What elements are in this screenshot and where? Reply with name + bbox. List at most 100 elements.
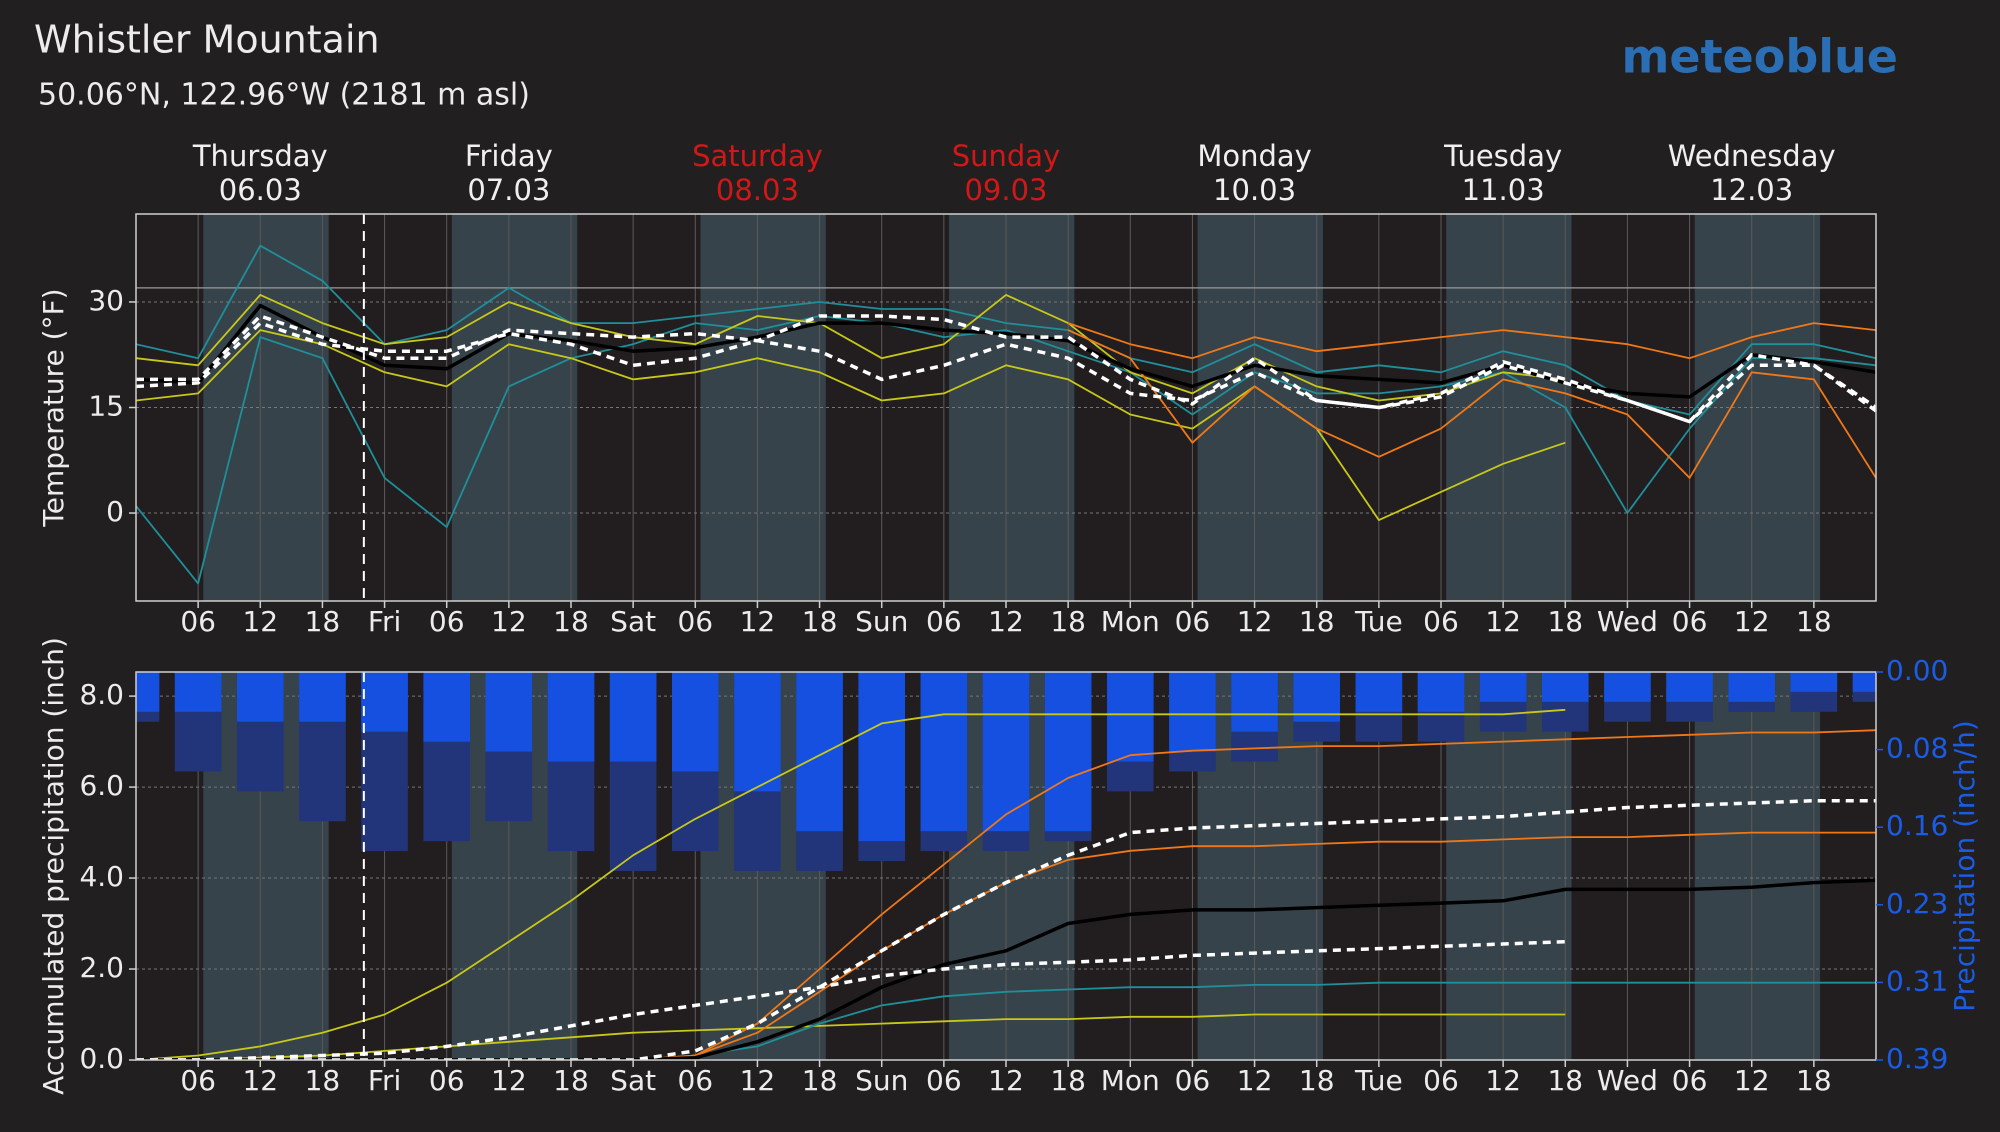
precip-bar <box>1790 672 1838 692</box>
day-name: Monday <box>1197 139 1312 173</box>
day-date: 12.03 <box>1710 173 1793 207</box>
x-tick-label: 12 <box>988 605 1024 638</box>
series-line <box>136 981 1876 1060</box>
precip-bar <box>174 672 222 712</box>
series-line <box>136 1013 1566 1060</box>
x-tick-label: 18 <box>305 1064 341 1097</box>
x-tick-label: Sun <box>855 1064 908 1097</box>
y2-tick-label: 0.23 <box>1886 887 1948 920</box>
x-tick-label: 06 <box>1175 1064 1211 1097</box>
precip-bar <box>1666 672 1713 702</box>
day-name: Friday <box>465 139 553 173</box>
precip-bar <box>1479 672 1527 702</box>
series-line <box>1067 322 1876 360</box>
title: Whistler Mountain <box>34 18 380 62</box>
x-tick-label: 06 <box>926 1064 962 1097</box>
x-tick-label: Sat <box>610 1064 656 1097</box>
x-tick-label: 12 <box>988 1064 1024 1097</box>
x-tick-label: 12 <box>740 605 776 638</box>
x-tick-label: 18 <box>1050 605 1086 638</box>
precip-bar <box>1728 672 1776 702</box>
precip-bar <box>1231 672 1278 732</box>
subtitle: 50.06°N, 122.96°W (2181 m asl) <box>38 78 530 113</box>
x-tick-label: 18 <box>1547 605 1583 638</box>
plot-area <box>136 214 1876 601</box>
x-tick-label: Tue <box>1354 1064 1403 1097</box>
y-tick-label: 30 <box>88 284 124 317</box>
y-axis-label: Accumulated precipitation (inch) <box>37 637 70 1095</box>
x-tick-label: 06 <box>429 605 465 638</box>
logo[interactable]: meteoblue <box>1621 30 1898 84</box>
plot-area <box>136 672 1876 1060</box>
y-tick-label: 15 <box>88 390 124 423</box>
x-tick-label: 18 <box>1796 605 1832 638</box>
day-date: 08.03 <box>716 173 799 207</box>
precip-bar <box>609 672 657 762</box>
daylight-band <box>1446 672 1572 1060</box>
series-line <box>136 294 1566 402</box>
x-tick-label: 06 <box>1423 1064 1459 1097</box>
precip-bar <box>1106 672 1154 762</box>
y2-tick-label: 0.39 <box>1886 1042 1948 1075</box>
precip-bar <box>858 672 906 842</box>
series-line <box>136 329 1566 521</box>
precip-bar <box>1541 672 1589 702</box>
x-tick-label: 06 <box>926 605 962 638</box>
day-name: Wednesday <box>1668 139 1836 173</box>
dashed-line <box>136 798 1876 1060</box>
x-tick-label: 18 <box>1796 1064 1832 1097</box>
precip-bar <box>1044 672 1092 832</box>
x-tick-label: 18 <box>553 1064 589 1097</box>
daylight-band <box>1694 672 1821 1060</box>
y2-tick-label: 0.16 <box>1886 809 1948 842</box>
x-tick-label: 12 <box>1237 605 1273 638</box>
precip-bar <box>734 672 781 792</box>
precip-bar <box>1604 672 1651 702</box>
x-tick-label: 18 <box>1050 1064 1086 1097</box>
day-date: 09.03 <box>964 173 1047 207</box>
x-tick-label: 06 <box>429 1064 465 1097</box>
x-tick-label: 18 <box>305 605 341 638</box>
precip-bar <box>236 672 284 722</box>
x-tick-label: Sun <box>855 605 908 638</box>
y-tick-label: 0.0 <box>79 1042 124 1075</box>
day-date: 10.03 <box>1213 173 1296 207</box>
series-line <box>136 315 1876 585</box>
precip-bar <box>423 672 471 742</box>
x-tick-label: 18 <box>553 605 589 638</box>
x-tick-label: Mon <box>1101 605 1160 638</box>
precip-bar <box>361 672 408 732</box>
x-tick-label: Wed <box>1597 1064 1658 1097</box>
series-line <box>136 244 1876 416</box>
precip-bar <box>671 672 719 772</box>
precip-bar <box>920 672 968 832</box>
x-tick-label: 06 <box>180 1064 216 1097</box>
x-tick-label: 12 <box>491 1064 527 1097</box>
y2-tick-label: 0.08 <box>1886 732 1948 765</box>
day-date: 07.03 <box>467 173 550 207</box>
series-line <box>136 708 1566 1060</box>
x-tick-label: Fri <box>368 1064 401 1097</box>
x-tick-label: 18 <box>1547 1064 1583 1097</box>
x-tick-label: 06 <box>677 1064 713 1097</box>
y-axis-label: Temperature (°F) <box>37 288 70 527</box>
series-line <box>136 729 1876 1060</box>
x-tick-label: 12 <box>242 1064 278 1097</box>
y-tick-label: 4.0 <box>79 860 124 893</box>
daylight-band <box>203 214 329 601</box>
precip-bar <box>1169 672 1216 752</box>
x-tick-label: 18 <box>1299 1064 1335 1097</box>
x-tick-label: 12 <box>1734 605 1770 638</box>
x-tick-label: Sat <box>610 605 656 638</box>
x-tick-label: 06 <box>677 605 713 638</box>
y2-axis-label: Precipitation (inch/h) <box>1948 720 1981 1012</box>
y-tick-label: 0 <box>106 495 124 528</box>
precip-bar <box>485 672 533 752</box>
day-date: 06.03 <box>219 173 302 207</box>
x-tick-label: Fri <box>368 605 401 638</box>
x-tick-label: 12 <box>1237 1064 1273 1097</box>
x-tick-label: 18 <box>802 605 838 638</box>
dashed-line <box>136 939 1566 1060</box>
precip-bar <box>796 672 843 832</box>
